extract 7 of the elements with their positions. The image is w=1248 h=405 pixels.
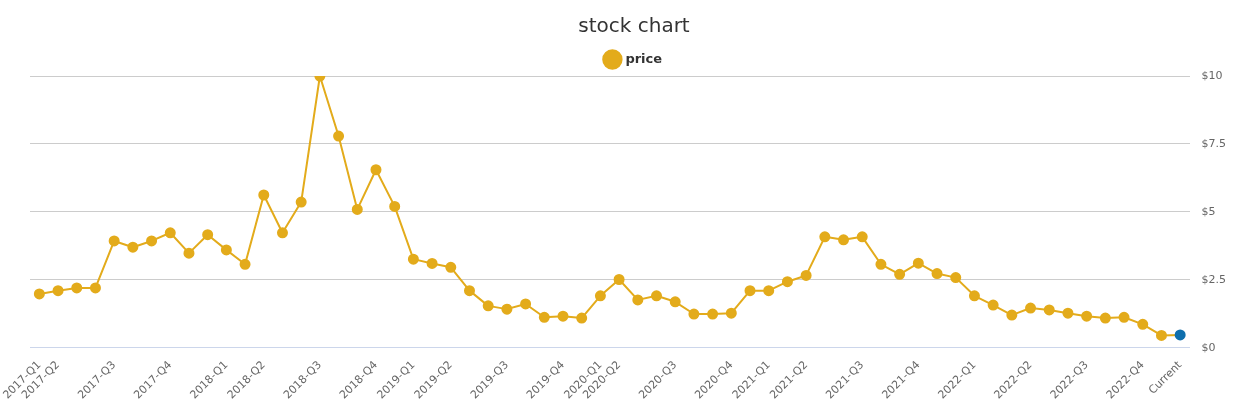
y-tick-label: $5	[1201, 204, 1216, 218]
y-tick-label: $0	[1201, 340, 1216, 354]
chart-title: stock chart	[578, 13, 690, 38]
y-tick-label: $2.5	[1201, 272, 1227, 286]
legend-label: price	[625, 50, 663, 66]
y-tick-label: $10	[1201, 68, 1223, 82]
y-tick-label: $7.5	[1201, 136, 1227, 150]
